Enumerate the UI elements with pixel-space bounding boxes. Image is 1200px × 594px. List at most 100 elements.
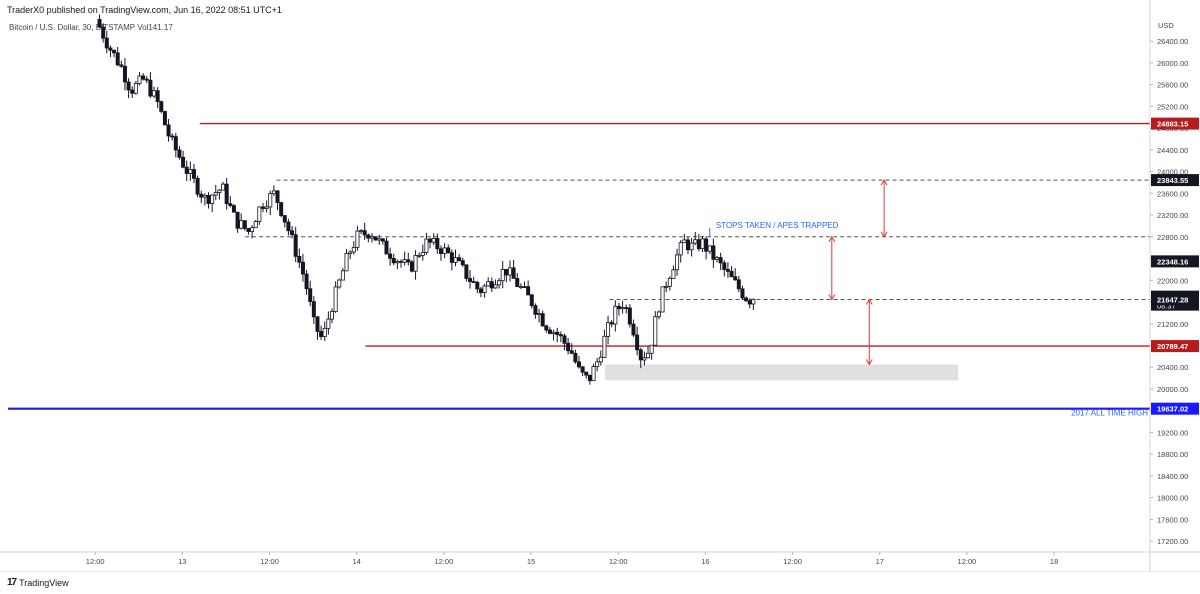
candle-up	[751, 298, 756, 305]
symbol-title: Bitcoin / U.S. Dollar, 30, BITSTAMP	[9, 23, 135, 32]
candle-up	[653, 316, 658, 346]
candle-down	[529, 294, 534, 307]
price-axis: USD26400.0026000.0025600.0025200.0024800…	[1149, 0, 1199, 572]
candle-up	[595, 361, 600, 367]
candle-up	[351, 246, 356, 253]
candle-up	[271, 190, 276, 194]
time-tick-label: 17	[876, 557, 884, 566]
candle-down	[584, 371, 589, 376]
candle-down	[366, 234, 371, 239]
candle-up	[537, 313, 542, 316]
candle-down	[566, 342, 571, 352]
candle-down	[97, 19, 102, 28]
candle-up	[507, 267, 512, 276]
level-price-tag	[1151, 340, 1199, 353]
candle-up	[402, 259, 407, 263]
candle-down	[464, 264, 469, 279]
candle-down	[478, 288, 483, 294]
candle-down	[725, 269, 730, 272]
candle-down	[704, 238, 709, 252]
candle-down	[718, 257, 723, 264]
candle-up	[337, 279, 342, 288]
chart-annotation: STOPS TAKEN / APES TRAPPED	[716, 221, 839, 230]
candle-down	[558, 334, 563, 337]
candle-up	[500, 269, 505, 282]
price-tick-label: 21200.00	[1157, 320, 1188, 329]
candle-down	[468, 278, 473, 282]
price-tick-label: 20400.00	[1157, 363, 1188, 372]
level-price-tag-label: 20789.47	[1157, 342, 1188, 351]
footer: 17 TradingView	[0, 572, 1200, 594]
candle-up	[602, 335, 607, 358]
candle-up	[340, 270, 345, 281]
candle-down	[191, 169, 196, 179]
candle-down	[304, 273, 309, 290]
candle-down	[130, 89, 135, 94]
candle-down	[631, 323, 636, 336]
candle-down	[577, 361, 582, 368]
time-tick-label: 14	[353, 557, 361, 566]
measure-arrow-head-top	[880, 179, 888, 186]
time-tick-label: 13	[178, 557, 186, 566]
candle-down	[293, 234, 298, 257]
candle-up	[188, 169, 193, 174]
candle-up	[395, 260, 400, 264]
candle-down	[311, 301, 316, 318]
candle-up	[417, 254, 422, 257]
measure-arrow-head-bottom	[880, 231, 888, 238]
candle-up	[344, 253, 349, 272]
candle-up	[152, 90, 157, 97]
candle-down	[231, 205, 236, 213]
candle-down	[522, 286, 527, 288]
candle-up	[359, 230, 364, 233]
candle-down	[428, 238, 433, 243]
symbol-legend[interactable]: Bitcoin / U.S. Dollar, 30, BITSTAMP Vol1…	[9, 23, 173, 32]
candle-down	[148, 79, 153, 97]
candle-down	[624, 307, 629, 309]
measure-arrow-head-top	[865, 298, 873, 305]
candle-down	[562, 335, 567, 344]
candle-down	[580, 366, 585, 373]
price-chart[interactable]: STOPS TAKEN / APES TRAPPED 2017 ALL TIME …	[0, 0, 1200, 572]
price-tick-label: 18800.00	[1157, 450, 1188, 459]
candle-down	[747, 300, 752, 305]
candle-down	[438, 248, 443, 254]
price-tick-label: 24000.00	[1157, 168, 1188, 177]
candle-up	[213, 192, 218, 196]
candle-up	[678, 242, 683, 256]
candle-down	[384, 240, 389, 255]
candle-down	[173, 136, 178, 151]
tradingview-logo[interactable]: 17 TradingView	[7, 577, 69, 588]
candle-down	[126, 81, 131, 91]
candle-down	[696, 239, 701, 250]
time-tick-label: 12:00	[434, 557, 453, 566]
candle-down	[449, 252, 454, 263]
candle-up	[591, 366, 596, 382]
candle-down	[282, 215, 287, 223]
candle-up	[700, 238, 705, 250]
candle-up	[551, 331, 556, 334]
candle-up	[355, 230, 360, 248]
candle-down	[297, 255, 302, 263]
candle-down	[744, 297, 749, 302]
candle-down	[362, 230, 367, 236]
price-tag	[1151, 293, 1199, 306]
price-tag	[1151, 255, 1199, 268]
header: TraderX0 published on TradingView.com, J…	[0, 0, 1200, 18]
candle-down	[380, 238, 385, 242]
candle-down	[279, 202, 284, 216]
support-zone-layer	[605, 364, 959, 381]
candle-down	[406, 259, 411, 263]
price-tick-label: 18400.00	[1157, 472, 1188, 481]
price-tick-label: 22000.00	[1157, 276, 1188, 285]
candle-up	[221, 183, 226, 191]
candle-down	[435, 238, 440, 250]
candles-layer	[97, 14, 756, 385]
candle-up	[348, 251, 353, 254]
candle-down	[199, 193, 204, 198]
candle-down	[446, 247, 451, 254]
candle-up	[667, 278, 672, 287]
candle-down	[471, 281, 476, 283]
publisher-line: TraderX0 published on TradingView.com, J…	[7, 5, 282, 15]
candle-down	[315, 316, 320, 332]
